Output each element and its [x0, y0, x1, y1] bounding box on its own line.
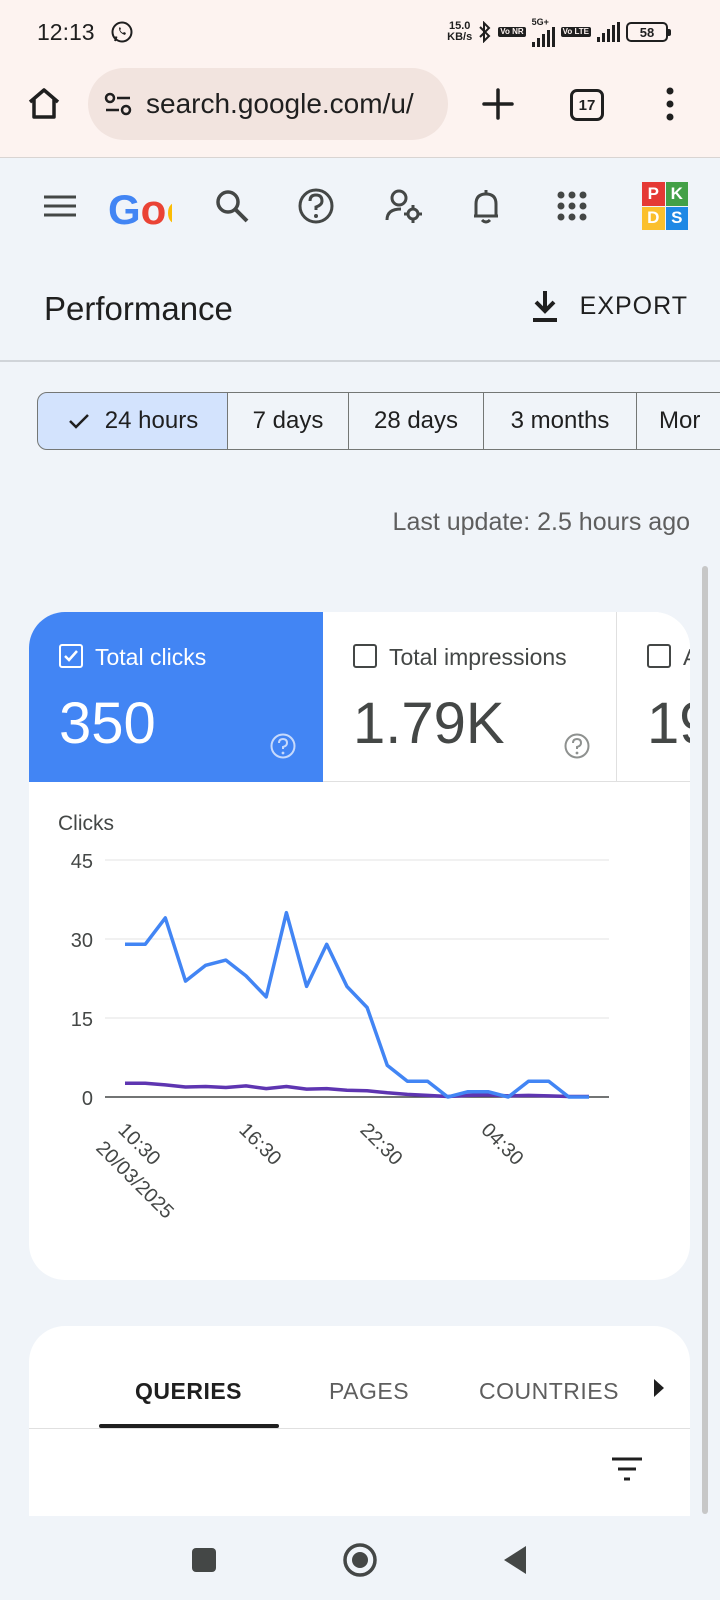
x-tick-label: 04:30 [477, 1119, 528, 1170]
help-circle-icon[interactable] [269, 732, 297, 760]
search-icon[interactable] [212, 186, 252, 226]
avatar-letter: D [642, 206, 665, 230]
metric-value: 1.79K [353, 691, 505, 756]
tab-countries[interactable]: COUNTRIES [479, 1378, 619, 1404]
site-settings-icon[interactable] [104, 92, 132, 116]
check-icon [68, 414, 89, 429]
checkbox-unchecked-icon[interactable] [353, 644, 377, 668]
y-tick-label: 30 [71, 930, 93, 952]
date-range-selector: 24 hours 7 days 28 days 3 months Mor [37, 392, 720, 450]
signal-icon-2 [597, 22, 620, 42]
hamburger-menu-icon[interactable] [40, 186, 80, 226]
address-bar[interactable]: search.google.com/u/ [88, 68, 448, 140]
checkbox-unchecked-icon[interactable] [647, 644, 671, 668]
recents-icon[interactable] [184, 1540, 224, 1580]
new-tab-icon[interactable] [478, 84, 518, 124]
signal-icon [531, 26, 555, 47]
battery-icon: 58 [626, 22, 671, 42]
url-text[interactable]: search.google.com/u/ [146, 88, 414, 119]
volte-badge: Vo LTE [560, 27, 591, 37]
last-update-text: Last update: 2.5 hours ago [392, 508, 690, 536]
series-line-clicks [125, 910, 589, 1099]
metric-label: Total clicks [95, 644, 207, 670]
system-nav-bar [0, 1516, 720, 1600]
manage-users-icon[interactable] [384, 186, 424, 226]
y-tick-label: 45 [71, 851, 93, 873]
export-label: EXPORT [579, 291, 688, 320]
whatsapp-icon [111, 21, 133, 43]
bluetooth-icon [479, 21, 491, 43]
tab-queries[interactable]: QUERIES [135, 1378, 243, 1404]
status-time: 12:13 [37, 19, 95, 45]
x-tick-label: 16:30 [235, 1119, 286, 1170]
net-speed: 15.0 KB/s [447, 20, 473, 43]
status-icons: 15.0 KB/s Vo NR 5G+ Vo LTE 58 [447, 17, 671, 47]
y-tick-label: 15 [71, 1009, 93, 1031]
scrollbar[interactable] [702, 566, 708, 1514]
range-chip-7-days[interactable]: 7 days [228, 392, 349, 450]
metric-label: Total impressions [389, 644, 567, 670]
avatar-letter: K [665, 182, 688, 206]
performance-card: Total clicks 350 Total impressions 1.79K… [29, 612, 690, 1280]
tab-pages[interactable]: PAGES [329, 1378, 410, 1404]
metric-value: 350 [59, 691, 156, 756]
metric-label: A [683, 644, 690, 671]
home-icon[interactable] [24, 84, 64, 124]
help-icon[interactable] [296, 186, 336, 226]
status-bar: 12:13 15.0 KB/s Vo NR 5G+ Vo LTE 58 [0, 0, 720, 62]
google-logo: Goo [108, 190, 172, 230]
download-icon [532, 291, 557, 322]
avatar-letter: P [642, 182, 665, 206]
filter-icon[interactable] [609, 1454, 645, 1484]
more-options-icon[interactable] [662, 84, 678, 124]
back-icon[interactable] [496, 1540, 536, 1580]
range-chip-28-days[interactable]: 28 days [349, 392, 484, 450]
tab-switcher-button[interactable]: 17 [570, 89, 604, 121]
y-tick-label: 0 [82, 1088, 93, 1110]
metric-value: 19 [647, 691, 690, 756]
app-header: Goo P K D S [0, 158, 720, 258]
metric-total-impressions[interactable]: Total impressions 1.79K [323, 612, 617, 782]
notifications-icon[interactable] [466, 186, 506, 226]
help-circle-icon[interactable] [563, 732, 591, 760]
metric-total-clicks[interactable]: Total clicks 350 [29, 612, 323, 782]
range-chip-3-months[interactable]: 3 months [484, 392, 637, 450]
avatar-letter: S [665, 206, 688, 230]
apps-grid-icon[interactable] [552, 186, 592, 226]
checkbox-checked-icon[interactable] [59, 644, 83, 668]
metric-partial[interactable]: A 19 [617, 612, 690, 782]
divider [29, 1428, 690, 1429]
active-tab-indicator [99, 1424, 279, 1428]
y-axis-label: Clicks [58, 812, 114, 835]
vonr-badge: Vo NR [498, 27, 526, 37]
page-header: Performance EXPORT [0, 258, 720, 362]
export-button[interactable]: EXPORT [530, 286, 688, 326]
range-chip-24-hours[interactable]: 24 hours [37, 392, 228, 450]
home-nav-icon[interactable] [340, 1540, 380, 1580]
account-avatar[interactable]: P K D S [642, 182, 688, 230]
browser-toolbar: search.google.com/u/ 17 [0, 62, 720, 158]
dimension-tabs-card: QUERIES PAGES COUNTRIES [29, 1326, 690, 1516]
page-title: Performance [44, 290, 233, 327]
range-chip-more[interactable]: Mor [637, 392, 720, 450]
scroll-right-arrow-icon[interactable] [651, 1376, 667, 1400]
x-tick-label: 22:30 [356, 1119, 407, 1170]
